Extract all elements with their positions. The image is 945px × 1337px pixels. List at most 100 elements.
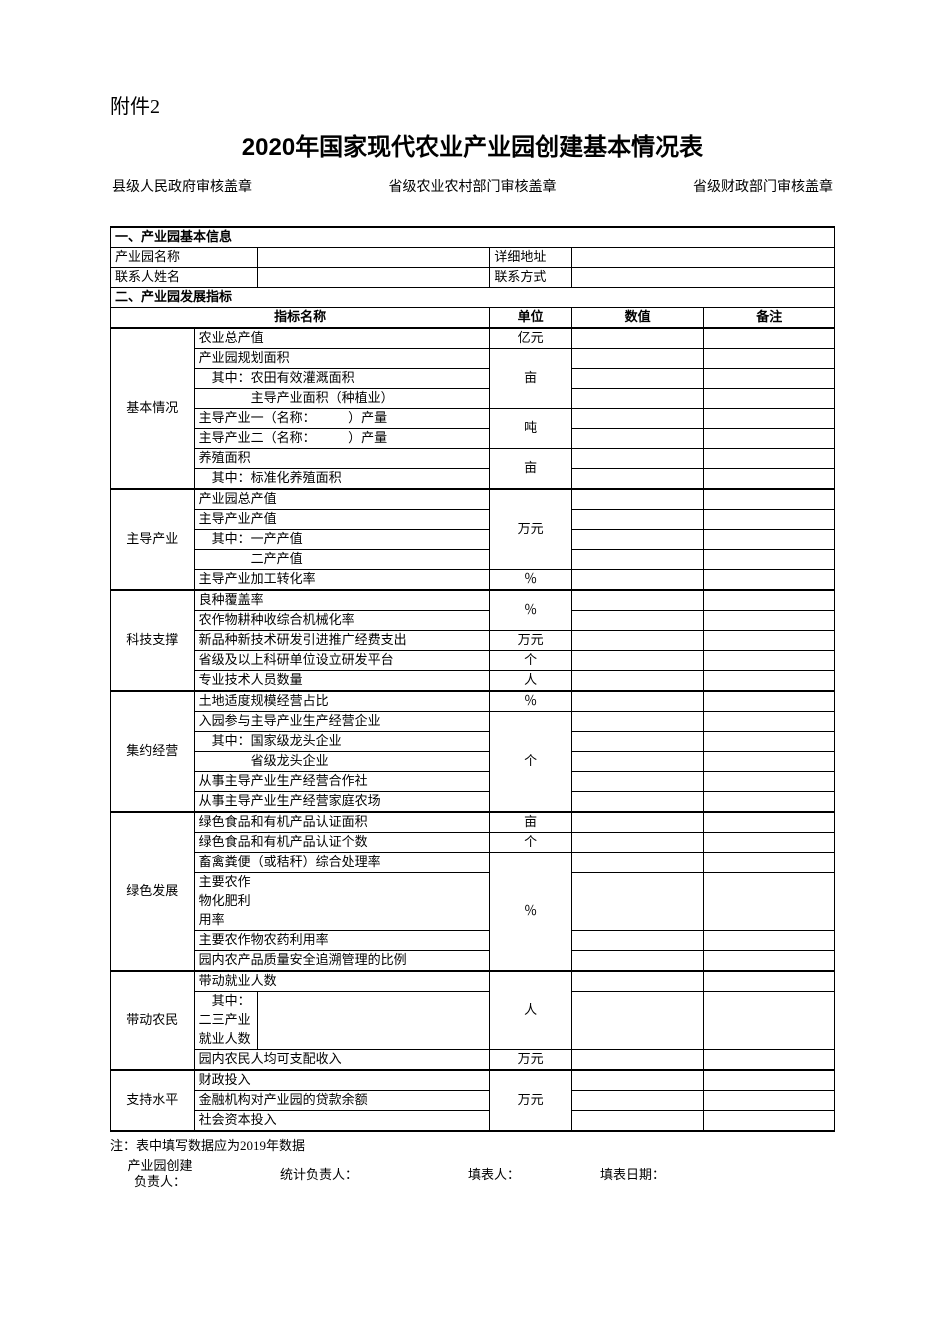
val-int-2[interactable] <box>571 712 704 732</box>
val-int-6[interactable] <box>571 792 704 813</box>
input-contact-name[interactable] <box>257 268 489 288</box>
val-basic-6[interactable] <box>571 429 704 449</box>
val-green-2[interactable] <box>571 833 704 853</box>
rem-tech-3[interactable] <box>704 631 835 651</box>
rem-lead-4[interactable] <box>704 550 835 570</box>
unit-basic-ton: 吨 <box>490 409 572 449</box>
val-support-3[interactable] <box>571 1111 704 1132</box>
rem-basic-5[interactable] <box>704 409 835 429</box>
rem-int-1[interactable] <box>704 691 835 712</box>
val-tech-3[interactable] <box>571 631 704 651</box>
rem-support-2[interactable] <box>704 1091 835 1111</box>
rem-green-1[interactable] <box>704 812 835 833</box>
rem-farmer-2[interactable] <box>704 992 835 1050</box>
val-int-3[interactable] <box>571 732 704 752</box>
unit-support-wan: 万元 <box>490 1070 572 1131</box>
rem-farmer-3[interactable] <box>704 1050 835 1071</box>
attachment-label: 附件2 <box>110 90 835 119</box>
val-lead-3[interactable] <box>571 530 704 550</box>
label-contact-way: 联系方式 <box>490 268 572 288</box>
rem-green-2[interactable] <box>704 833 835 853</box>
val-green-4[interactable] <box>571 873 704 931</box>
ind-farmer-2a: 其中： <box>194 992 257 1012</box>
rem-int-3[interactable] <box>704 732 835 752</box>
val-farmer-3[interactable] <box>571 1050 704 1071</box>
rem-tech-5[interactable] <box>704 671 835 692</box>
rem-green-5[interactable] <box>704 931 835 951</box>
val-basic-4[interactable] <box>571 389 704 409</box>
ind-basic-2: 产业园规划面积 <box>194 349 490 369</box>
signature-row: 产业园创建 负责人： 统计负责人： 填表人： 填表日期： <box>110 1158 835 1189</box>
input-address[interactable] <box>571 248 834 268</box>
rem-lead-3[interactable] <box>704 530 835 550</box>
val-lead-5[interactable] <box>571 570 704 591</box>
unit-int-1: ％ <box>490 691 572 712</box>
val-basic-5[interactable] <box>571 409 704 429</box>
stamp-province-agri: 省级农业农村部门审核盖章 <box>389 176 557 196</box>
val-basic-7[interactable] <box>571 449 704 469</box>
val-int-1[interactable] <box>571 691 704 712</box>
val-basic-8[interactable] <box>571 469 704 490</box>
rem-basic-3[interactable] <box>704 369 835 389</box>
val-green-5[interactable] <box>571 931 704 951</box>
val-int-4[interactable] <box>571 752 704 772</box>
rem-int-6[interactable] <box>704 792 835 813</box>
rem-basic-6[interactable] <box>704 429 835 449</box>
section2-header: 二、产业园发展指标 <box>111 288 835 308</box>
rem-green-3[interactable] <box>704 853 835 873</box>
val-basic-3[interactable] <box>571 369 704 389</box>
rem-support-3[interactable] <box>704 1111 835 1132</box>
unit-tech-4: 个 <box>490 651 572 671</box>
rem-basic-8[interactable] <box>704 469 835 490</box>
rem-support-1[interactable] <box>704 1070 835 1091</box>
section1-title: 一、产业园基本信息 <box>111 227 835 248</box>
stamp-province-fin: 省级财政部门审核盖章 <box>693 176 833 196</box>
ind-basic-4: 主导产业面积（种植业） <box>194 389 490 409</box>
val-basic-1[interactable] <box>571 328 704 349</box>
val-farmer-2[interactable] <box>571 992 704 1050</box>
rem-lead-2[interactable] <box>704 510 835 530</box>
rem-green-6[interactable] <box>704 951 835 972</box>
val-tech-5[interactable] <box>571 671 704 692</box>
ind-green-4c: 用率 <box>194 911 490 931</box>
row-tech-1: 科技支撑 良种覆盖率 ％ <box>111 590 835 611</box>
sign-lead-1: 产业园创建 <box>127 1158 192 1173</box>
rem-green-4[interactable] <box>704 873 835 931</box>
unit-int-ge: 个 <box>490 712 572 813</box>
rem-basic-7[interactable] <box>704 449 835 469</box>
val-support-1[interactable] <box>571 1070 704 1091</box>
val-int-5[interactable] <box>571 772 704 792</box>
val-support-2[interactable] <box>571 1091 704 1111</box>
rem-basic-4[interactable] <box>704 389 835 409</box>
rem-tech-1[interactable] <box>704 590 835 611</box>
val-lead-4[interactable] <box>571 550 704 570</box>
rem-int-2[interactable] <box>704 712 835 732</box>
rem-lead-5[interactable] <box>704 570 835 591</box>
row-green-1: 绿色发展 绿色食品和有机产品认证面积 亩 <box>111 812 835 833</box>
ind-int-6: 从事主导产业生产经营家庭农场 <box>194 792 490 813</box>
row-farmer-1: 带动农民 带动就业人数 人 <box>111 971 835 992</box>
val-green-1[interactable] <box>571 812 704 833</box>
val-lead-1[interactable] <box>571 489 704 510</box>
rem-lead-1[interactable] <box>704 489 835 510</box>
rem-tech-2[interactable] <box>704 611 835 631</box>
rem-basic-1[interactable] <box>704 328 835 349</box>
rem-tech-4[interactable] <box>704 651 835 671</box>
val-green-3[interactable] <box>571 853 704 873</box>
val-tech-2[interactable] <box>571 611 704 631</box>
input-park-name[interactable] <box>257 248 489 268</box>
rem-int-4[interactable] <box>704 752 835 772</box>
val-tech-1[interactable] <box>571 590 704 611</box>
rem-basic-2[interactable] <box>704 349 835 369</box>
rem-int-5[interactable] <box>704 772 835 792</box>
val-farmer-1[interactable] <box>571 971 704 992</box>
val-tech-4[interactable] <box>571 651 704 671</box>
ind-tech-5: 专业技术人员数量 <box>194 671 490 692</box>
unit-basic-1: 亿元 <box>490 328 572 349</box>
unit-basic-mu1: 亩 <box>490 349 572 409</box>
rem-farmer-1[interactable] <box>704 971 835 992</box>
val-lead-2[interactable] <box>571 510 704 530</box>
input-contact-way[interactable] <box>571 268 834 288</box>
val-green-6[interactable] <box>571 951 704 972</box>
val-basic-2[interactable] <box>571 349 704 369</box>
